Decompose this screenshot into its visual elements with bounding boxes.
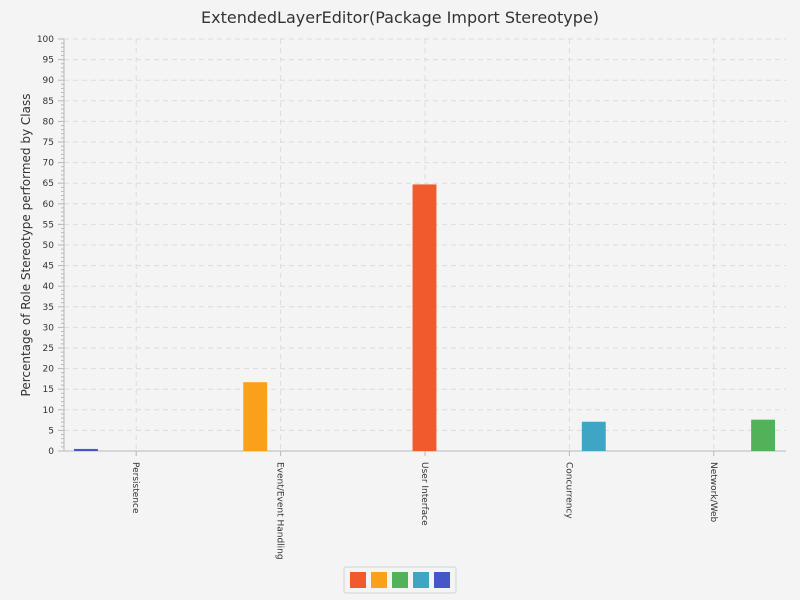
y-tick-label: 65 — [43, 179, 54, 189]
y-tick-label: 100 — [37, 35, 54, 45]
y-axis-label: Percentage of Role Stereotype performed … — [19, 94, 33, 397]
y-tick-label: 95 — [43, 56, 54, 66]
y-tick-label: 70 — [43, 159, 55, 169]
bar — [412, 184, 437, 451]
y-tick-label: 40 — [43, 282, 55, 292]
x-tick-label: Network/Web — [708, 462, 718, 523]
y-tick-label: 80 — [43, 117, 55, 127]
x-tick-labels: Persistence Event/Event Handling User Inte… — [130, 462, 718, 560]
y-tick-label: 0 — [48, 447, 54, 457]
legend-swatch — [413, 572, 429, 588]
x-tick-label: Event/Event Handling — [275, 462, 285, 560]
legend-swatch — [371, 572, 387, 588]
chart-title: ExtendedLayerEditor(Package Import Stere… — [201, 8, 599, 27]
y-tick-label: 55 — [43, 220, 54, 230]
x-tick-label: User Interface — [419, 462, 429, 526]
bar — [751, 419, 775, 451]
y-tick-label: 35 — [43, 303, 54, 313]
y-tick-label: 50 — [43, 241, 55, 251]
y-tick-label: 85 — [43, 97, 54, 107]
y-tick-label: 30 — [43, 323, 55, 333]
legend-swatch — [392, 572, 408, 588]
bar — [243, 382, 268, 451]
bars — [74, 184, 775, 451]
y-tick-label: 20 — [43, 365, 55, 375]
y-tick-label: 15 — [43, 385, 54, 395]
y-tick-labels: 0 5 10 15 20 25 30 35 40 45 50 55 60 65 70 75 80 85 90 95 10… — [37, 35, 54, 457]
legend-swatch — [434, 572, 450, 588]
y-tick-label: 60 — [43, 200, 55, 210]
y-tick-label: 5 — [48, 426, 54, 436]
legend — [343, 566, 457, 594]
x-tick-label: Persistence — [130, 462, 140, 514]
bar — [74, 448, 98, 451]
y-tick-label: 25 — [43, 344, 54, 354]
legend-swatch — [350, 572, 366, 588]
bar — [581, 421, 606, 451]
y-tick-label: 75 — [43, 138, 54, 148]
y-tick-label: 10 — [43, 406, 55, 416]
y-tick-label: 90 — [43, 76, 55, 86]
x-tick-label: Concurrency — [563, 462, 573, 519]
y-tick-label: 45 — [43, 262, 54, 272]
